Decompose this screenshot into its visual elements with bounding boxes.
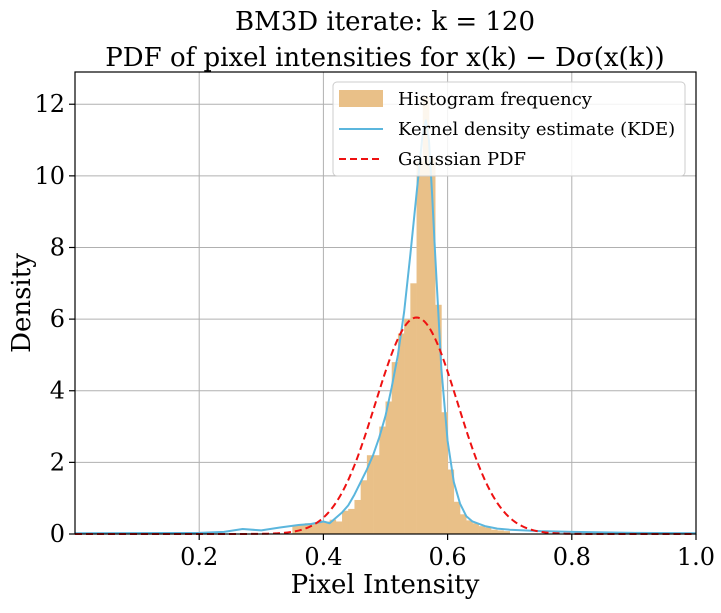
histogram-bar bbox=[447, 469, 455, 534]
y-tick-label: 6 bbox=[50, 305, 65, 333]
histogram-bar bbox=[404, 319, 411, 534]
x-ticks: 0.2 0.4 0.6 0.8 1.0 bbox=[180, 534, 715, 571]
histogram-bar bbox=[323, 521, 330, 534]
y-tick-label: 8 bbox=[50, 233, 65, 261]
histogram-bar bbox=[335, 521, 343, 534]
histogram-bar bbox=[354, 499, 361, 534]
histogram-bar bbox=[348, 508, 355, 534]
y-ticks: 0 2 4 6 8 10 12 bbox=[34, 90, 75, 548]
plot-frame bbox=[74, 71, 697, 535]
x-tick-label: 0.6 bbox=[429, 543, 467, 571]
histogram-bar bbox=[385, 401, 393, 534]
y-axis-label: Density bbox=[7, 253, 37, 353]
histogram-bar bbox=[360, 480, 368, 534]
legend-label-gaussian: Gaussian PDF bbox=[398, 149, 526, 170]
legend-label-histogram: Histogram frequency bbox=[398, 89, 593, 110]
x-tick-label: 0.8 bbox=[553, 543, 591, 571]
histogram-bar bbox=[342, 510, 349, 534]
histogram-bar bbox=[472, 523, 479, 534]
histogram-bar bbox=[391, 362, 399, 534]
histogram-bar bbox=[460, 514, 467, 534]
histogram-bar bbox=[416, 161, 424, 534]
histogram-bar bbox=[453, 501, 461, 534]
histogram-bar bbox=[373, 455, 380, 534]
y-tick-label: 12 bbox=[34, 90, 65, 118]
x-tick-label: 0.2 bbox=[180, 543, 218, 571]
chart-title-line1: BM3D iterate: k = 120 bbox=[235, 7, 535, 37]
histogram-bars bbox=[292, 97, 510, 535]
histogram-bar bbox=[478, 526, 486, 534]
y-tick-label: 2 bbox=[50, 448, 65, 476]
y-tick-label: 4 bbox=[50, 377, 65, 405]
histogram-bar bbox=[292, 525, 299, 534]
histogram-bar bbox=[366, 455, 374, 534]
legend-swatch-histogram bbox=[339, 90, 383, 107]
histogram-bar bbox=[304, 523, 312, 534]
histogram-bar bbox=[491, 529, 498, 534]
x-tick-label: 1.0 bbox=[677, 543, 715, 571]
histogram-bar bbox=[441, 412, 448, 534]
histogram-bar bbox=[422, 97, 430, 535]
histogram-bar bbox=[484, 527, 492, 534]
y-tick-label: 0 bbox=[50, 520, 65, 548]
histogram-bar bbox=[317, 522, 324, 534]
histogram-bar bbox=[310, 523, 318, 534]
y-tick-label: 10 bbox=[34, 162, 65, 190]
histogram-bar bbox=[428, 157, 436, 534]
histogram-bar bbox=[435, 304, 442, 534]
x-tick-label: 0.4 bbox=[304, 543, 342, 571]
histogram-bar bbox=[298, 523, 306, 534]
x-axis-label: Pixel Intensity bbox=[291, 570, 480, 600]
histogram-bar bbox=[379, 426, 386, 534]
legend: Histogram frequency Kernel density estim… bbox=[332, 81, 686, 177]
chart-title-line2: PDF of pixel intensities for x(k) − Dσ(x… bbox=[105, 43, 664, 73]
histogram-bar bbox=[503, 531, 510, 534]
histogram-bar bbox=[466, 520, 473, 534]
histogram-bar bbox=[410, 283, 417, 534]
legend-label-kde: Kernel density estimate (KDE) bbox=[398, 119, 675, 140]
histogram-bar bbox=[497, 530, 504, 534]
histogram-bar bbox=[397, 333, 405, 534]
histogram-bar bbox=[329, 519, 337, 534]
legend-box bbox=[332, 81, 686, 177]
